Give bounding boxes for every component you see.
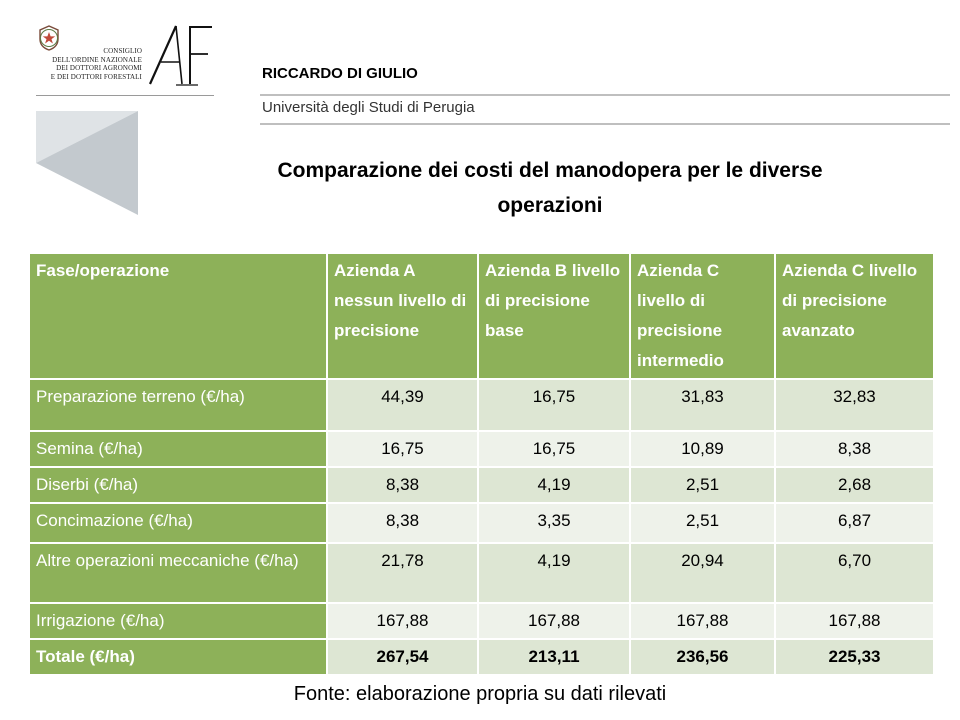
column-header: Azienda C livello di precisione avanzato bbox=[774, 252, 935, 380]
table-cell: 16,75 bbox=[477, 378, 631, 432]
row-label: Totale (€/ha) bbox=[28, 638, 328, 676]
row-label: Diserbi (€/ha) bbox=[28, 466, 328, 504]
table-row: Semina (€/ha) 16,75 16,75 10,89 8,38 bbox=[28, 430, 935, 468]
table-row: Diserbi (€/ha) 8,38 4,19 2,51 2,68 bbox=[28, 466, 935, 504]
italian-republic-emblem-icon bbox=[39, 25, 59, 51]
table-row: Altre operazioni meccaniche (€/ha) 21,78… bbox=[28, 542, 935, 604]
council-line: DELL'ORDINE NAZIONALE bbox=[52, 55, 142, 64]
table-row: Irrigazione (€/ha) 167,88 167,88 167,88 … bbox=[28, 602, 935, 640]
table-cell: 236,56 bbox=[629, 638, 776, 676]
column-header: Azienda A nessun livello di precisione bbox=[326, 252, 479, 380]
table-cell: 16,75 bbox=[326, 430, 479, 468]
row-label: Concimazione (€/ha) bbox=[28, 502, 328, 544]
cost-comparison-table: Fase/operazione Azienda A nessun livello… bbox=[28, 252, 935, 676]
table-cell: 2,68 bbox=[774, 466, 935, 504]
table-cell: 167,88 bbox=[477, 602, 631, 640]
table-cell: 167,88 bbox=[629, 602, 776, 640]
table-cell: 6,87 bbox=[774, 502, 935, 544]
author-divider bbox=[260, 94, 950, 96]
logo-divider bbox=[36, 95, 214, 96]
table-cell: 10,89 bbox=[629, 430, 776, 468]
row-label: Irrigazione (€/ha) bbox=[28, 602, 328, 640]
table-cell: 167,88 bbox=[326, 602, 479, 640]
affiliation: Università degli Studi di Perugia bbox=[262, 99, 475, 116]
chevron-dark-shape bbox=[36, 111, 138, 215]
table-cell: 21,78 bbox=[326, 542, 479, 604]
table-cell: 2,51 bbox=[629, 466, 776, 504]
table-header-row: Fase/operazione Azienda A nessun livello… bbox=[28, 252, 935, 380]
source-note: Fonte: elaborazione propria su dati rile… bbox=[293, 683, 667, 705]
table-cell: 16,75 bbox=[477, 430, 631, 468]
table-cell: 213,11 bbox=[477, 638, 631, 676]
table-cell: 32,83 bbox=[774, 378, 935, 432]
council-line: E DEI DOTTORI FORESTALI bbox=[50, 72, 142, 81]
table-total-row: Totale (€/ha) 267,54 213,11 236,56 225,3… bbox=[28, 638, 935, 676]
column-header: Fase/operazione bbox=[28, 252, 328, 380]
table-cell: 44,39 bbox=[326, 378, 479, 432]
table-cell: 6,70 bbox=[774, 542, 935, 604]
title-line: operazioni bbox=[497, 194, 603, 217]
row-label: Altre operazioni meccaniche (€/ha) bbox=[28, 542, 328, 604]
council-name: CONSIGLIO DELL'ORDINE NAZIONALE DEI DOTT… bbox=[30, 47, 142, 81]
table-cell: 8,38 bbox=[326, 502, 479, 544]
council-line: DEI DOTTORI AGRONOMI bbox=[56, 64, 142, 72]
page-title: Comparazione dei costi del manodopera pe… bbox=[190, 153, 910, 223]
table-cell: 4,19 bbox=[477, 466, 631, 504]
row-label: Semina (€/ha) bbox=[28, 430, 328, 468]
author-name: RICCARDO DI GIULIO bbox=[262, 65, 418, 82]
table-cell: 4,19 bbox=[477, 542, 631, 604]
table-cell: 225,33 bbox=[774, 638, 935, 676]
table-row: Preparazione terreno (€/ha) 44,39 16,75 … bbox=[28, 378, 935, 432]
column-header: Azienda C livello di precisione intermed… bbox=[629, 252, 776, 380]
title-line: Comparazione dei costi del manodopera pe… bbox=[277, 159, 823, 182]
affiliation-divider bbox=[260, 123, 950, 125]
table-cell: 8,38 bbox=[774, 430, 935, 468]
table-cell: 2,51 bbox=[629, 502, 776, 544]
table-cell: 31,83 bbox=[629, 378, 776, 432]
table-cell: 20,94 bbox=[629, 542, 776, 604]
table-cell: 8,38 bbox=[326, 466, 479, 504]
row-label: Preparazione terreno (€/ha) bbox=[28, 378, 328, 432]
af-monogram-icon bbox=[148, 25, 212, 86]
table-cell: 267,54 bbox=[326, 638, 479, 676]
column-header: Azienda B livello di precisione base bbox=[477, 252, 631, 380]
table-row: Concimazione (€/ha) 8,38 3,35 2,51 6,87 bbox=[28, 502, 935, 544]
table-cell: 167,88 bbox=[774, 602, 935, 640]
grey-chevron-icon bbox=[36, 111, 138, 215]
council-line: CONSIGLIO bbox=[103, 47, 142, 55]
table-cell: 3,35 bbox=[477, 502, 631, 544]
